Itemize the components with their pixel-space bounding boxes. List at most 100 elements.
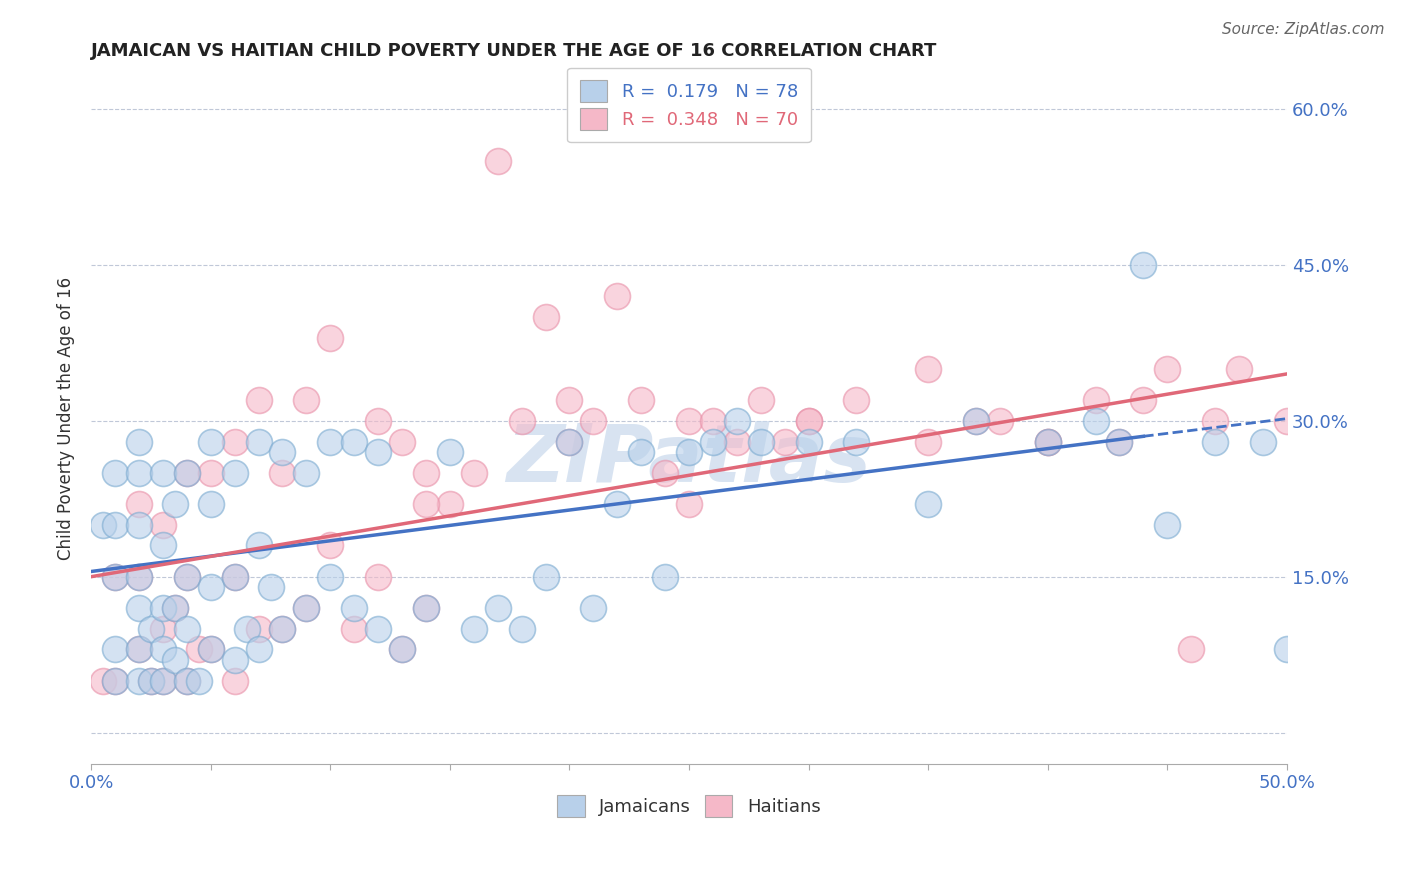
- Point: [510, 622, 533, 636]
- Point: [200, 642, 222, 657]
- Point: [271, 466, 294, 480]
- Point: [163, 600, 186, 615]
- Point: [128, 434, 150, 449]
- Point: [606, 497, 628, 511]
- Point: [224, 570, 246, 584]
- Point: [104, 570, 127, 584]
- Point: [163, 653, 186, 667]
- Point: [187, 673, 209, 688]
- Point: [391, 434, 413, 449]
- Point: [187, 642, 209, 657]
- Point: [1180, 642, 1202, 657]
- Point: [235, 622, 257, 636]
- Point: [224, 466, 246, 480]
- Point: [319, 434, 342, 449]
- Point: [797, 414, 820, 428]
- Point: [391, 642, 413, 657]
- Point: [104, 517, 127, 532]
- Text: ZIPatlas: ZIPatlas: [506, 421, 872, 499]
- Text: Source: ZipAtlas.com: Source: ZipAtlas.com: [1222, 22, 1385, 37]
- Point: [128, 466, 150, 480]
- Point: [128, 673, 150, 688]
- Point: [678, 445, 700, 459]
- Point: [654, 466, 676, 480]
- Point: [1204, 414, 1226, 428]
- Point: [415, 466, 437, 480]
- Point: [1156, 517, 1178, 532]
- Point: [224, 673, 246, 688]
- Point: [176, 570, 198, 584]
- Point: [128, 570, 150, 584]
- Point: [247, 539, 270, 553]
- Point: [176, 570, 198, 584]
- Point: [582, 600, 605, 615]
- Point: [139, 622, 162, 636]
- Point: [463, 622, 485, 636]
- Point: [343, 434, 366, 449]
- Point: [200, 497, 222, 511]
- Text: JAMAICAN VS HAITIAN CHILD POVERTY UNDER THE AGE OF 16 CORRELATION CHART: JAMAICAN VS HAITIAN CHILD POVERTY UNDER …: [91, 42, 938, 60]
- Point: [152, 673, 174, 688]
- Point: [295, 392, 318, 407]
- Point: [176, 622, 198, 636]
- Point: [128, 642, 150, 657]
- Point: [152, 466, 174, 480]
- Point: [678, 497, 700, 511]
- Point: [139, 673, 162, 688]
- Point: [630, 445, 652, 459]
- Point: [1204, 434, 1226, 449]
- Point: [486, 600, 509, 615]
- Point: [224, 570, 246, 584]
- Point: [1275, 642, 1298, 657]
- Point: [1036, 434, 1059, 449]
- Point: [534, 570, 557, 584]
- Point: [1036, 434, 1059, 449]
- Point: [247, 642, 270, 657]
- Point: [163, 497, 186, 511]
- Point: [247, 434, 270, 449]
- Point: [295, 600, 318, 615]
- Point: [104, 673, 127, 688]
- Point: [247, 392, 270, 407]
- Point: [725, 414, 748, 428]
- Point: [606, 289, 628, 303]
- Point: [534, 310, 557, 324]
- Point: [845, 434, 868, 449]
- Point: [654, 570, 676, 584]
- Point: [271, 622, 294, 636]
- Point: [128, 642, 150, 657]
- Point: [1108, 434, 1130, 449]
- Point: [1227, 361, 1250, 376]
- Point: [128, 570, 150, 584]
- Point: [104, 642, 127, 657]
- Point: [152, 642, 174, 657]
- Point: [200, 434, 222, 449]
- Point: [152, 673, 174, 688]
- Point: [104, 466, 127, 480]
- Point: [558, 434, 581, 449]
- Point: [271, 622, 294, 636]
- Point: [391, 642, 413, 657]
- Point: [749, 392, 772, 407]
- Point: [259, 580, 281, 594]
- Point: [702, 414, 724, 428]
- Point: [917, 361, 939, 376]
- Point: [965, 414, 987, 428]
- Point: [128, 497, 150, 511]
- Point: [749, 434, 772, 449]
- Point: [176, 466, 198, 480]
- Point: [797, 434, 820, 449]
- Point: [295, 466, 318, 480]
- Point: [152, 517, 174, 532]
- Point: [917, 434, 939, 449]
- Point: [1251, 434, 1274, 449]
- Point: [343, 600, 366, 615]
- Point: [678, 414, 700, 428]
- Point: [200, 466, 222, 480]
- Point: [295, 600, 318, 615]
- Point: [343, 622, 366, 636]
- Point: [224, 434, 246, 449]
- Point: [152, 600, 174, 615]
- Point: [415, 600, 437, 615]
- Point: [91, 673, 114, 688]
